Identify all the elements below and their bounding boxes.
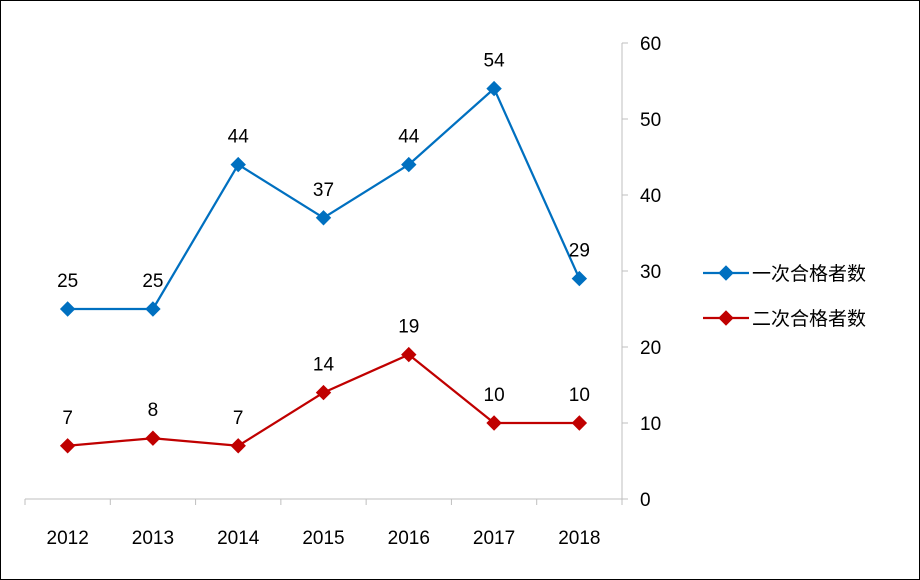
data-point [315, 384, 332, 401]
data-label: 7 [233, 408, 244, 429]
data-point [230, 438, 246, 454]
data-point [59, 438, 76, 454]
data-label: 8 [148, 400, 159, 421]
y-tick-label: 50 [640, 110, 661, 131]
data-point [315, 210, 332, 226]
data-point [401, 156, 417, 173]
x-tick-label: 2016 [388, 528, 430, 549]
data-label: 54 [484, 51, 506, 72]
data-point [145, 430, 161, 446]
data-label: 44 [228, 127, 250, 148]
data-label: 10 [484, 385, 505, 406]
x-tick-label: 2018 [558, 528, 600, 549]
data-label: 25 [57, 271, 78, 292]
labels-layer: 25 25 44 37 44 54 29 7 8 7 14 19 10 10 [57, 51, 590, 429]
y-tick-label: 40 [640, 186, 661, 207]
data-point [401, 346, 417, 363]
data-label: 7 [62, 408, 73, 429]
y-tick-label: 10 [640, 414, 661, 435]
series-layer [59, 80, 588, 454]
legend-marker [718, 265, 734, 281]
x-tick-label: 2012 [47, 528, 89, 549]
data-point [59, 301, 76, 317]
x-tick-label: 2013 [132, 528, 174, 549]
data-point [145, 301, 161, 317]
legend-label: 一次合格者数 [752, 263, 866, 285]
data-point [486, 80, 502, 97]
data-label: 19 [398, 317, 419, 338]
data-label: 10 [569, 385, 590, 406]
axes: 2012 2013 2014 2015 2016 2017 2018 0 10 20 30 40 50 6… [24, 34, 661, 549]
x-tick-label: 2017 [473, 528, 515, 549]
y-tick-label: 20 [640, 338, 661, 359]
y-tick-label: 30 [640, 262, 661, 283]
x-tick-label: 2014 [217, 528, 260, 549]
data-label: 29 [569, 241, 590, 262]
data-label: 14 [313, 355, 335, 376]
data-label: 44 [398, 127, 420, 148]
data-point [571, 415, 588, 431]
x-tick-label: 2015 [302, 528, 344, 549]
data-label: 25 [142, 271, 163, 292]
legend-marker [718, 310, 734, 326]
data-label: 37 [313, 180, 334, 201]
data-point [230, 156, 246, 173]
y-tick-label: 60 [640, 34, 661, 55]
data-point [571, 270, 588, 287]
legend-label: 二次合格者数 [752, 308, 866, 330]
data-point [486, 415, 502, 431]
y-tick-label: 0 [640, 490, 651, 511]
